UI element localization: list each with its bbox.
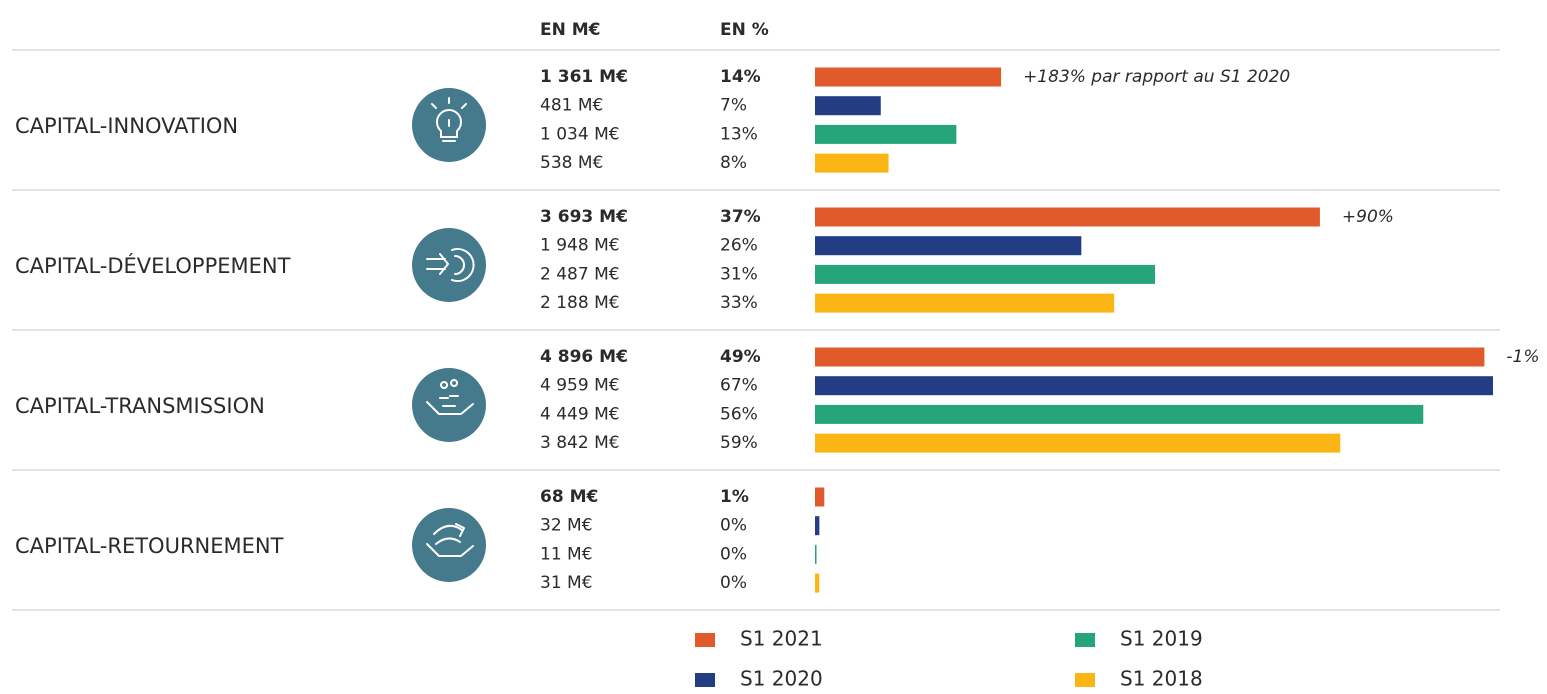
- value-label: 2 188 M€: [540, 293, 620, 313]
- bar: [815, 67, 1002, 87]
- bar: [815, 124, 957, 144]
- value-label: 32 M€: [540, 516, 593, 536]
- share-label: 8%: [720, 153, 747, 173]
- share-label: 33%: [720, 293, 758, 313]
- icon-bulb: [431, 97, 467, 142]
- bar: [815, 236, 1082, 256]
- share-label: 1%: [720, 487, 749, 507]
- bar: [815, 264, 1156, 284]
- icon-target: [426, 248, 475, 282]
- bar: [815, 404, 1424, 424]
- icon-hand-arrows: [426, 523, 474, 557]
- share-label: 0%: [720, 573, 747, 593]
- value-label: 1 034 M€: [540, 124, 620, 144]
- icons: [412, 88, 486, 582]
- icon-developpement: [412, 228, 486, 302]
- annotation: -1%: [1506, 347, 1539, 367]
- bar: [815, 207, 1320, 227]
- category-label: CAPITAL-RETOURNEMENT: [15, 534, 284, 558]
- share-label: 14%: [720, 67, 761, 87]
- share-label: 49%: [720, 347, 761, 367]
- share-label: 0%: [720, 544, 747, 564]
- share-label: 26%: [720, 236, 758, 256]
- value-label: 4 449 M€: [540, 404, 620, 424]
- value-label: 11 M€: [540, 544, 593, 564]
- value-label: 68 M€: [540, 487, 598, 507]
- legend-swatch: [695, 633, 715, 647]
- category-label: CAPITAL-TRANSMISSION: [15, 394, 265, 418]
- value-label: 3 842 M€: [540, 433, 620, 453]
- value-label: 1 948 M€: [540, 236, 620, 256]
- legend-label: S1 2018: [1120, 667, 1203, 691]
- icon-hand-people: [426, 379, 474, 415]
- share-label: 0%: [720, 516, 747, 536]
- value-label: 4 896 M€: [540, 347, 628, 367]
- value-label: 3 693 M€: [540, 207, 628, 227]
- annotation: +90%: [1342, 207, 1394, 227]
- bar: [815, 376, 1493, 396]
- value-label: 538 M€: [540, 153, 603, 173]
- bar: [815, 153, 889, 173]
- bar: [815, 544, 817, 564]
- bar: [815, 293, 1115, 313]
- value-label: 4 959 M€: [540, 376, 620, 396]
- legend-swatch: [1075, 633, 1095, 647]
- value-label: 2 487 M€: [540, 264, 620, 284]
- share-label: 31%: [720, 264, 758, 284]
- bar: [815, 433, 1341, 453]
- legend-label: S1 2019: [1120, 627, 1203, 651]
- category-label: CAPITAL-INNOVATION: [15, 114, 238, 138]
- bar: [815, 487, 825, 507]
- share-label: 59%: [720, 433, 758, 453]
- icon-retournement: [412, 508, 486, 582]
- share-label: 67%: [720, 376, 758, 396]
- share-label: 13%: [720, 124, 758, 144]
- column-header: EN M€: [540, 20, 601, 40]
- legend-label: S1 2020: [740, 667, 823, 691]
- value-label: 31 M€: [540, 573, 593, 593]
- bar: [815, 516, 820, 536]
- bar: [815, 573, 820, 593]
- value-label: 481 M€: [540, 96, 603, 116]
- share-label: 7%: [720, 96, 747, 116]
- column-header: EN %: [720, 20, 769, 40]
- bar: [815, 347, 1485, 367]
- legend-label: S1 2021: [740, 627, 823, 651]
- share-label: 37%: [720, 207, 761, 227]
- legend-swatch: [695, 673, 715, 687]
- value-label: 1 361 M€: [540, 67, 628, 87]
- bar: [815, 96, 881, 116]
- annotation: +183% par rapport au S1 2020: [1023, 67, 1290, 87]
- category-label: CAPITAL-DÉVELOPPEMENT: [15, 253, 291, 278]
- legend-swatch: [1075, 673, 1095, 687]
- share-label: 56%: [720, 404, 758, 424]
